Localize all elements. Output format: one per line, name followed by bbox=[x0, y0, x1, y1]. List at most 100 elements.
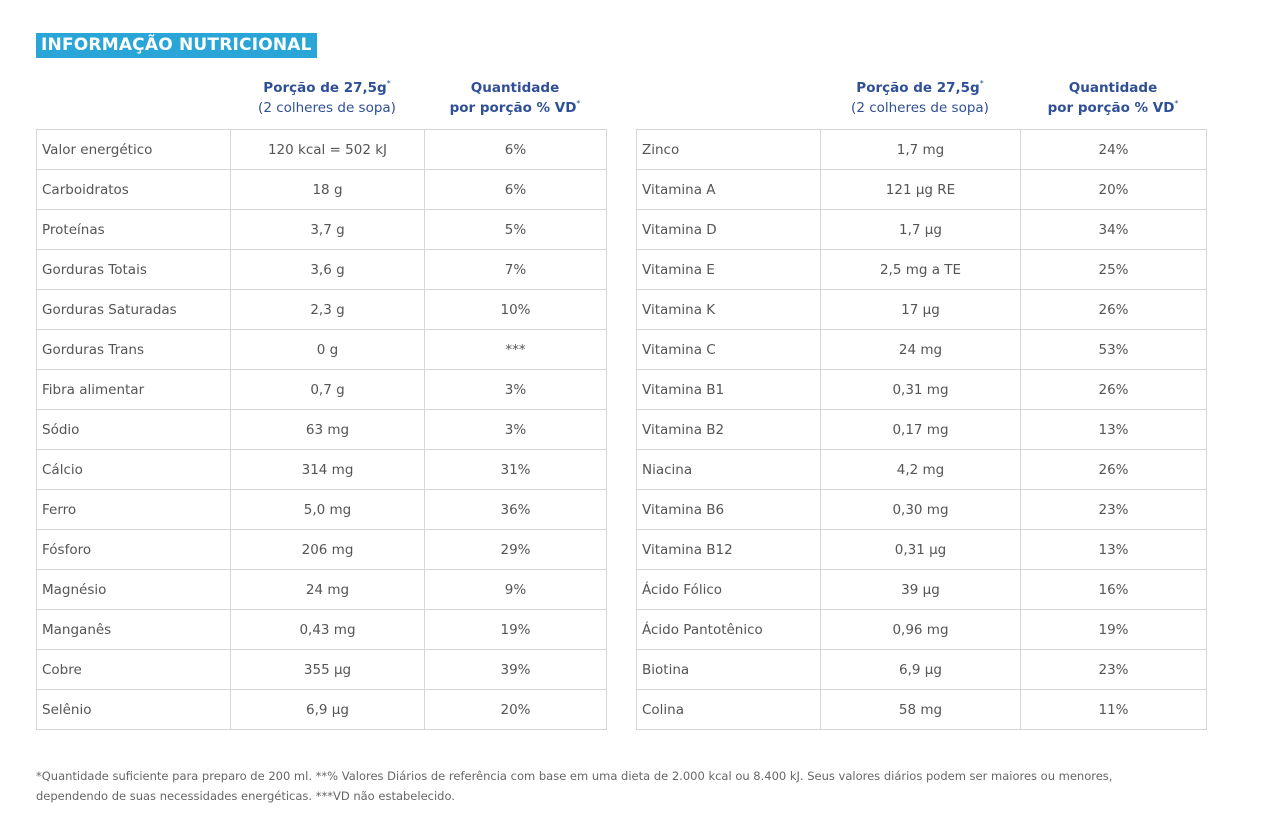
nutrient-name-cell: Vitamina B12 bbox=[636, 529, 821, 570]
nutrient-name-cell: Cobre bbox=[36, 649, 231, 690]
table-row: Cobre 355 µg 39% bbox=[36, 649, 607, 690]
nutrient-name-cell: Ácido Fólico bbox=[636, 569, 821, 610]
table-row: Vitamina A 121 µg RE 20% bbox=[636, 169, 1207, 210]
nutrient-name-cell: Gorduras Saturadas bbox=[36, 289, 231, 330]
daily-value-cell: 7% bbox=[424, 249, 607, 290]
nutrient-name-cell: Vitamina B6 bbox=[636, 489, 821, 530]
daily-value-cell: 19% bbox=[1020, 609, 1207, 650]
table-row: Valor energético 120 kcal = 502 kJ 6% bbox=[36, 129, 607, 170]
left-table-header: Porção de 27,5g* (2 colheres de sopa) Qu… bbox=[36, 78, 606, 129]
portion-column-header: Porção de 27,5g* (2 colheres de sopa) bbox=[820, 78, 1020, 118]
right-nutrition-panel: Porção de 27,5g* (2 colheres de sopa) Qu… bbox=[636, 78, 1207, 730]
quantity-header-asterisk: * bbox=[576, 99, 581, 108]
table-row: Biotina 6,9 µg 23% bbox=[636, 649, 1207, 690]
portion-value-cell: 24 mg bbox=[230, 569, 425, 610]
right-table-header: Porção de 27,5g* (2 colheres de sopa) Qu… bbox=[636, 78, 1206, 129]
nutrient-name-cell: Vitamina C bbox=[636, 329, 821, 370]
table-row: Gorduras Totais 3,6 g 7% bbox=[36, 249, 607, 290]
nutrient-name-cell: Manganês bbox=[36, 609, 231, 650]
table-row: Ácido Pantotênico 0,96 mg 19% bbox=[636, 609, 1207, 650]
nutrient-name-cell: Cálcio bbox=[36, 449, 231, 490]
portion-value-cell: 0,30 mg bbox=[820, 489, 1021, 530]
nutrient-name-cell: Selênio bbox=[36, 689, 231, 730]
nutrient-name-cell: Vitamina K bbox=[636, 289, 821, 330]
portion-value-cell: 5,0 mg bbox=[230, 489, 425, 530]
portion-header-line1: Porção de 27,5g bbox=[856, 80, 980, 96]
table-row: Proteínas 3,7 g 5% bbox=[36, 209, 607, 250]
table-row: Ácido Fólico 39 µg 16% bbox=[636, 569, 1207, 610]
daily-value-cell: 13% bbox=[1020, 529, 1207, 570]
table-row: Vitamina K 17 µg 26% bbox=[636, 289, 1207, 330]
nutrient-name-cell: Vitamina B1 bbox=[636, 369, 821, 410]
nutrient-name-cell: Magnésio bbox=[36, 569, 231, 610]
daily-value-cell: 20% bbox=[1020, 169, 1207, 210]
nutrient-name-cell: Valor energético bbox=[36, 129, 231, 170]
portion-header-line2: (2 colheres de sopa) bbox=[851, 100, 989, 116]
portion-value-cell: 120 kcal = 502 kJ bbox=[230, 129, 425, 170]
daily-value-cell: 39% bbox=[424, 649, 607, 690]
portion-header-line2: (2 colheres de sopa) bbox=[258, 100, 396, 116]
portion-value-cell: 63 mg bbox=[230, 409, 425, 450]
daily-value-cell: *** bbox=[424, 329, 607, 370]
portion-value-cell: 1,7 µg bbox=[820, 209, 1021, 250]
table-row: Zinco 1,7 mg 24% bbox=[636, 129, 1207, 170]
nutrient-name-cell: Zinco bbox=[636, 129, 821, 170]
nutrient-name-cell: Fibra alimentar bbox=[36, 369, 231, 410]
daily-value-cell: 10% bbox=[424, 289, 607, 330]
footnote: *Quantidade suficiente para preparo de 2… bbox=[36, 769, 1113, 803]
quantity-header-line2: por porção % VD bbox=[1047, 100, 1175, 116]
portion-value-cell: 58 mg bbox=[820, 689, 1021, 730]
daily-value-cell: 3% bbox=[424, 369, 607, 410]
quantity-header-line2: por porção % VD bbox=[449, 100, 577, 116]
nutrient-name-cell: Gorduras Trans bbox=[36, 329, 231, 370]
portion-value-cell: 355 µg bbox=[230, 649, 425, 690]
daily-value-cell: 9% bbox=[424, 569, 607, 610]
nutrient-name-cell: Vitamina E bbox=[636, 249, 821, 290]
portion-value-cell: 24 mg bbox=[820, 329, 1021, 370]
portion-header-asterisk: * bbox=[979, 79, 984, 88]
quantity-column-header: Quantidade por porção % VD* bbox=[1020, 78, 1206, 118]
nutrient-name-cell: Vitamina B2 bbox=[636, 409, 821, 450]
table-row: Niacina 4,2 mg 26% bbox=[636, 449, 1207, 490]
quantity-header-asterisk: * bbox=[1174, 99, 1179, 108]
portion-value-cell: 3,6 g bbox=[230, 249, 425, 290]
daily-value-cell: 11% bbox=[1020, 689, 1207, 730]
daily-value-cell: 24% bbox=[1020, 129, 1207, 170]
daily-value-cell: 29% bbox=[424, 529, 607, 570]
left-nutrition-panel: Porção de 27,5g* (2 colheres de sopa) Qu… bbox=[36, 78, 607, 730]
portion-value-cell: 0,31 mg bbox=[820, 369, 1021, 410]
portion-value-cell: 39 µg bbox=[820, 569, 1021, 610]
table-row: Vitamina B2 0,17 mg 13% bbox=[636, 409, 1207, 450]
portion-value-cell: 314 mg bbox=[230, 449, 425, 490]
daily-value-cell: 26% bbox=[1020, 369, 1207, 410]
portion-value-cell: 18 g bbox=[230, 169, 425, 210]
daily-value-cell: 16% bbox=[1020, 569, 1207, 610]
table-row: Gorduras Saturadas 2,3 g 10% bbox=[36, 289, 607, 330]
daily-value-cell: 36% bbox=[424, 489, 607, 530]
quantity-header-line1: Quantidade bbox=[1068, 80, 1158, 96]
table-row: Sódio 63 mg 3% bbox=[36, 409, 607, 450]
daily-value-cell: 26% bbox=[1020, 289, 1207, 330]
daily-value-cell: 6% bbox=[424, 169, 607, 210]
nutrient-name-cell: Ácido Pantotênico bbox=[636, 609, 821, 650]
portion-value-cell: 4,2 mg bbox=[820, 449, 1021, 490]
portion-value-cell: 0 g bbox=[230, 329, 425, 370]
portion-value-cell: 0,31 µg bbox=[820, 529, 1021, 570]
table-row: Manganês 0,43 mg 19% bbox=[36, 609, 607, 650]
portion-column-header: Porção de 27,5g* (2 colheres de sopa) bbox=[230, 78, 424, 118]
table-row: Vitamina B12 0,31 µg 13% bbox=[636, 529, 1207, 570]
portion-value-cell: 0,17 mg bbox=[820, 409, 1021, 450]
table-row: Vitamina C 24 mg 53% bbox=[636, 329, 1207, 370]
portion-value-cell: 6,9 µg bbox=[820, 649, 1021, 690]
portion-value-cell: 3,7 g bbox=[230, 209, 425, 250]
nutrient-name-cell: Gorduras Totais bbox=[36, 249, 231, 290]
nutrient-name-cell: Fósforo bbox=[36, 529, 231, 570]
portion-value-cell: 1,7 mg bbox=[820, 129, 1021, 170]
table-row: Ferro 5,0 mg 36% bbox=[36, 489, 607, 530]
table-row: Cálcio 314 mg 31% bbox=[36, 449, 607, 490]
daily-value-cell: 3% bbox=[424, 409, 607, 450]
right-nutrition-table: Zinco 1,7 mg 24% Vitamina A 121 µg RE 20% Vita… bbox=[636, 129, 1207, 730]
page-title: INFORMAÇÃO NUTRICIONAL bbox=[36, 33, 317, 58]
portion-header-line1: Porção de 27,5g bbox=[263, 80, 387, 96]
table-row: Carboidratos 18 g 6% bbox=[36, 169, 607, 210]
